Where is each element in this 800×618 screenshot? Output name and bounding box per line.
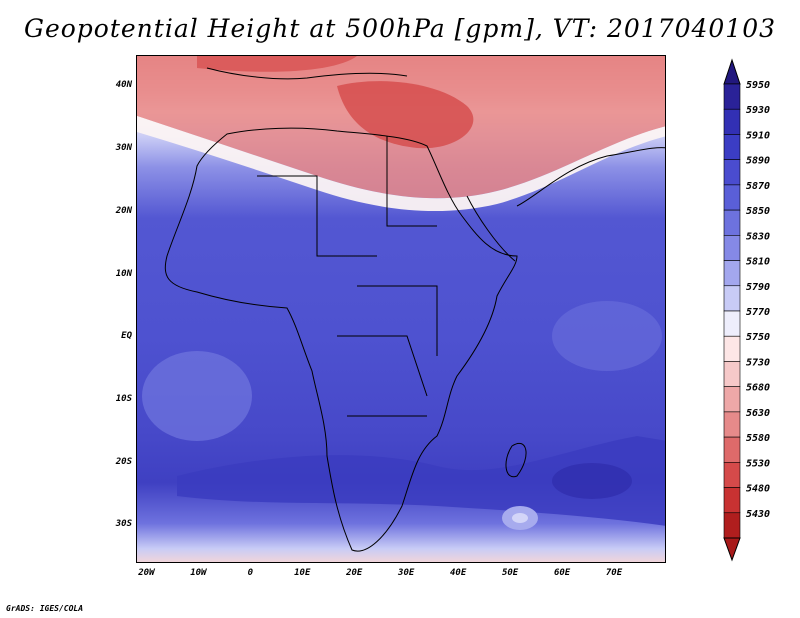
lat-tick-label: 10S [115,393,132,404]
lon-tick-label: 70E [605,568,623,578]
high-height-patch-west [142,351,252,441]
lat-tick-label: 20S [115,456,132,467]
colorbar-swatch [723,159,741,186]
colorbar-swatch [723,361,741,387]
colorbar-label: 5750 [746,332,770,343]
colorbar-swatch [723,335,741,362]
colorbar-label: 5680 [746,383,770,394]
colorbar-swatch [723,209,741,236]
colorbar-swatch [723,235,741,261]
colorbar-label: 5890 [746,156,770,167]
lon-tick-label: 40E [450,568,467,578]
southern-light-spot-core [512,513,528,523]
lat-tick-label: 30N [115,143,132,154]
colorbar-label: 5480 [746,484,770,495]
colorbar-label: 5870 [746,181,770,192]
lat-tick-label: 20N [115,205,132,216]
colorbar-label: 5580 [746,433,770,444]
colorbar-label: 5810 [746,257,770,268]
colorbar-bottom-arrow [723,537,741,562]
lat-tick-label: 10N [115,268,132,279]
map-panel [136,55,666,563]
colorbar-label: 5430 [746,509,770,520]
lon-tick-label: 0 [247,568,254,578]
geopotential-field [137,56,665,562]
colorbar-label: 5790 [746,282,770,293]
lat-tick-label: 30S [115,519,132,530]
colorbar-label: 5730 [746,357,770,368]
colorbar-label: 5950 [746,80,770,91]
lon-tick-label: 50E [501,568,519,578]
colorbar-swatch [723,260,741,287]
lat-tick-label: 40N [115,80,132,91]
colorbar-swatch [723,411,741,438]
map-title: Geopotential Height at 500hPa [gpm], VT:… [23,14,777,43]
colorbar-label: 5830 [746,231,770,242]
north-red-edge [197,56,357,72]
colorbar-swatch [723,108,741,135]
lon-tick-label: 20W [138,568,155,578]
lon-tick-label: 20E [346,568,363,578]
colorbar-swatch [723,487,741,514]
colorbar-label: 5530 [746,458,770,469]
grads-credit: GrADS: IGES/COLA [6,604,84,613]
colorbar-label: 5850 [746,206,770,217]
colorbar-swatch [723,285,741,312]
colorbar-swatch [723,134,741,160]
colorbar-swatch [723,310,741,337]
southern-ridge [177,436,665,526]
lon-tick-label: 30E [398,568,415,578]
colorbar-swatch [723,83,741,110]
colorbar-label: 5770 [746,307,770,318]
colorbar-label: 5930 [746,105,770,116]
colorbar-swatch [723,436,741,463]
colorbar-label: 5910 [746,130,770,141]
colorbar-swatch [723,184,741,211]
lon-tick-label: 10W [190,568,207,578]
high-height-patch-east [552,301,662,371]
colorbar-label: 5630 [746,408,770,419]
colorbar-swatch [723,512,741,539]
ridge-core [552,463,632,499]
lon-tick-label: 10E [294,568,311,578]
colorbar-swatch [723,462,741,488]
lowest-height-core [337,81,474,149]
colorbar-top-arrow [723,58,741,85]
lon-tick-label: 60E [553,568,571,578]
coastlines [164,67,665,552]
colorbar-swatch [723,386,741,413]
transition-band [137,116,665,212]
lat-tick-label: EQ [121,331,132,342]
